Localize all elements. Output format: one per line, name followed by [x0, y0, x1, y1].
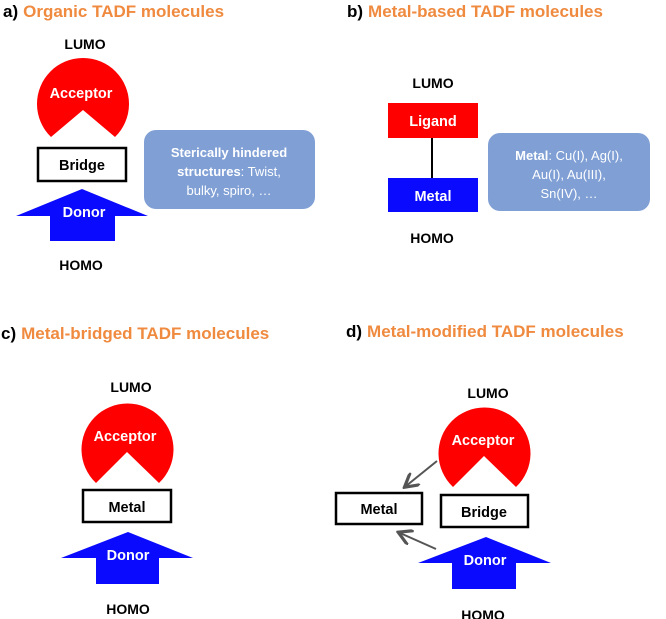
panel-b-title: b) Metal-based TADF molecules: [347, 2, 603, 21]
homo-label: HOMO: [106, 601, 150, 617]
bridge-box: [439, 493, 530, 529]
donor-label: Donor: [107, 548, 150, 564]
panel-a: a) Organic TADF molecules LUMO Acceptor B…: [3, 2, 315, 273]
note-line-3: Sn(IV), …: [540, 186, 597, 201]
donor-arrow: [61, 532, 193, 584]
note-line-1: Sterically hindered: [171, 145, 287, 160]
donor-arrow: [418, 537, 551, 589]
note-line-3: bulky, spiro, …: [186, 183, 271, 198]
homo-label: HOMO: [461, 607, 505, 619]
bridge-label: Bridge: [461, 505, 507, 521]
lumo-label: LUMO: [412, 75, 453, 91]
panel-d: d) Metal-modified TADF molecules LUMO Acc…: [334, 322, 624, 619]
donor-label: Donor: [63, 205, 106, 221]
panel-d-title: d) Metal-modified TADF molecules: [346, 322, 624, 341]
ligand-label: Ligand: [409, 114, 457, 130]
panel-c-title: c) Metal-bridged TADF molecules: [1, 324, 269, 343]
note-line-1: Metal: Cu(I), Ag(I),: [515, 148, 623, 163]
panel-a-title: a) Organic TADF molecules: [3, 2, 224, 21]
bridge-box: [36, 146, 128, 183]
lumo-label: LUMO: [467, 385, 508, 401]
bridge-label: Bridge: [59, 158, 105, 174]
ligand-box: [388, 103, 478, 138]
acceptor-shape: [438, 407, 531, 487]
homo-label: HOMO: [410, 230, 454, 246]
lumo-label: LUMO: [64, 36, 105, 52]
metal-box: [388, 178, 478, 212]
note-line-2: structures: Twist,: [177, 164, 281, 179]
metal-box: [334, 491, 424, 526]
panel-b: b) Metal-based TADF molecules LUMO Ligand…: [347, 2, 650, 246]
acceptor-to-metal-arrow: [406, 460, 438, 486]
note-box: [488, 133, 650, 211]
metal-label: Metal: [360, 502, 397, 518]
metal-label: Metal: [108, 500, 145, 516]
acceptor-shape: [81, 403, 174, 483]
donor-to-metal-arrow: [400, 533, 437, 550]
metal-box: [81, 488, 173, 524]
acceptor-label: Acceptor: [452, 433, 515, 449]
homo-label: HOMO: [59, 257, 103, 273]
acceptor-label: Acceptor: [50, 86, 113, 102]
panel-c: c) Metal-bridged TADF molecules LUMO Acce…: [1, 324, 269, 617]
metal-label: Metal: [414, 189, 451, 205]
donor-arrow: [16, 189, 148, 241]
note-line-2: Au(I), Au(III),: [532, 167, 606, 182]
donor-label: Donor: [464, 553, 507, 569]
acceptor-shape: [36, 57, 129, 138]
note-box: [144, 130, 315, 209]
lumo-label: LUMO: [110, 379, 151, 395]
acceptor-label: Acceptor: [94, 429, 157, 445]
